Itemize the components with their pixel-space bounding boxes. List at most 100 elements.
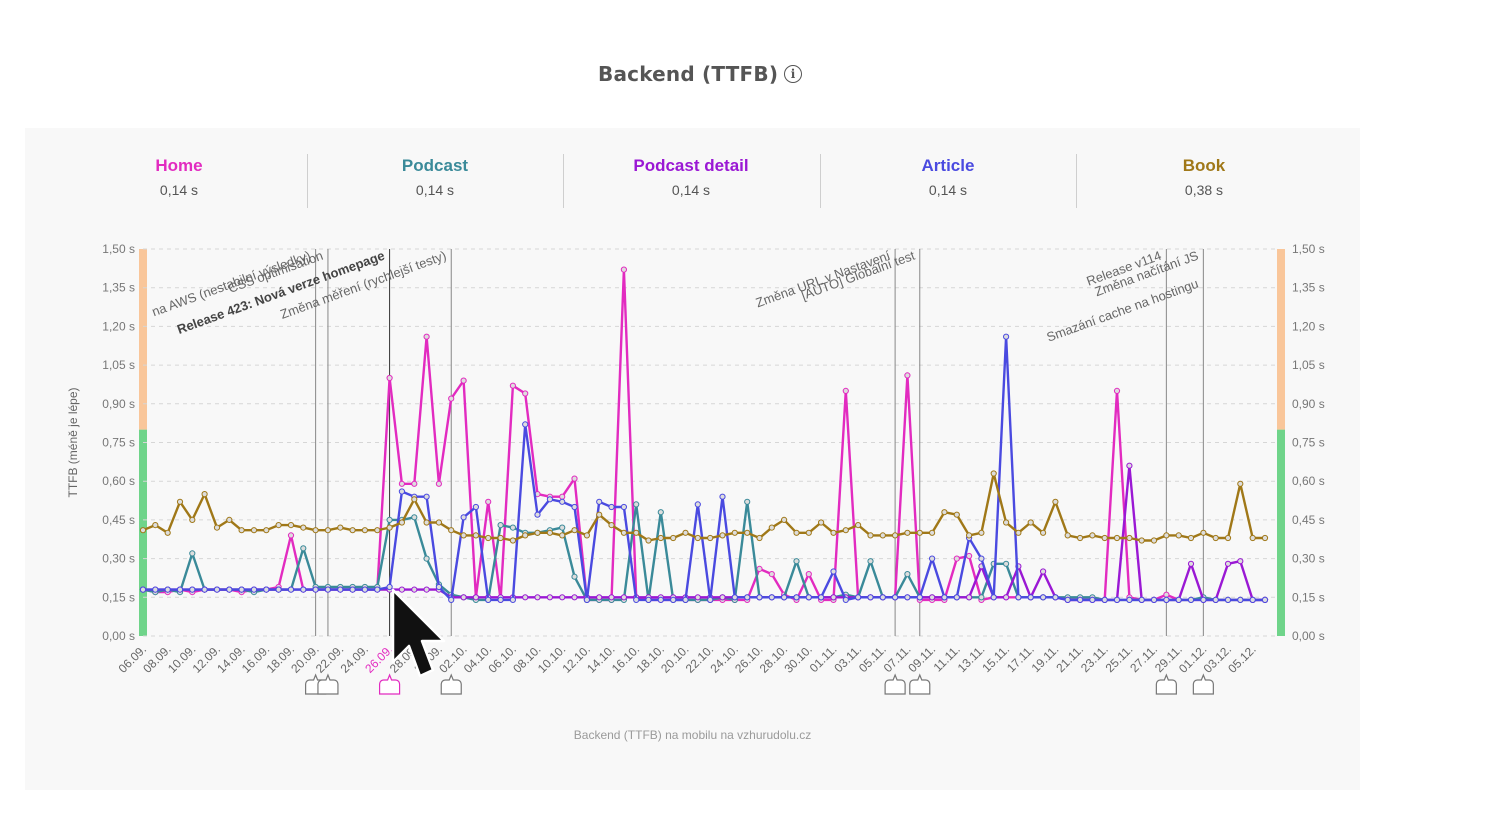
data-point [1224, 596, 1232, 603]
data-point [374, 527, 381, 534]
data-point [1101, 596, 1108, 603]
data-point [398, 586, 405, 593]
data-point [312, 586, 319, 593]
y-tick-label-left: 0,45 s [102, 513, 135, 527]
data-point [559, 493, 566, 500]
data-point [1064, 532, 1071, 539]
data-point [201, 491, 208, 498]
data-point [312, 527, 319, 534]
data-point [707, 596, 714, 603]
x-tick-label: 27.11. [1127, 642, 1160, 675]
tab-home[interactable]: Home 0,14 s [51, 156, 307, 198]
data-point [337, 524, 344, 531]
data-point [707, 534, 714, 542]
x-tick-label: 05.11. [856, 642, 889, 675]
data-point [435, 480, 442, 487]
data-point [1113, 534, 1121, 542]
x-tick-label: 09.11. [905, 642, 938, 675]
y-tick-label-left: 0,00 s [102, 629, 135, 643]
data-point [398, 488, 405, 495]
tab-value: 0,14 s [415, 182, 455, 198]
data-point [830, 594, 837, 601]
data-point [238, 586, 245, 593]
data-point [534, 529, 541, 536]
data-point [904, 529, 911, 536]
data-point [953, 555, 960, 562]
tab-book[interactable]: Book 0,38 s [1076, 156, 1332, 198]
data-point [472, 594, 479, 601]
data-point [1187, 560, 1195, 567]
tab-article[interactable]: Article 0,14 s [820, 156, 1076, 198]
data-point [300, 586, 307, 593]
data-point [682, 529, 689, 536]
data-point [596, 594, 603, 601]
data-point [879, 594, 886, 601]
data-point [1101, 534, 1108, 542]
annotation-marker-icon [378, 673, 401, 695]
data-point [164, 529, 171, 536]
data-point [522, 421, 529, 428]
data-point [855, 522, 862, 529]
page-title: Backend (TTFB) i [598, 62, 803, 86]
series-line-podcast-detail [143, 464, 1265, 602]
data-point [978, 529, 985, 536]
data-point [966, 532, 973, 539]
data-point [1163, 532, 1170, 539]
x-tick-label: 21.11. [1053, 642, 1086, 675]
data-point [768, 571, 775, 578]
data-point [571, 475, 578, 482]
data-point [1027, 519, 1034, 526]
annotation-marker-icon [440, 673, 462, 695]
data-point [1040, 594, 1047, 601]
data-point [744, 498, 751, 505]
tab-value: 0,14 s [928, 182, 968, 198]
data-point [978, 555, 985, 562]
data-point [509, 537, 516, 544]
data-point [1200, 529, 1207, 536]
data-point [1237, 480, 1244, 487]
data-point [460, 377, 467, 384]
y-tick-label-right: 1,05 s [1292, 358, 1325, 372]
x-tick-label: 07.11. [881, 642, 914, 675]
data-point [620, 594, 628, 601]
data-point [793, 558, 800, 565]
tab-podcast[interactable]: Podcast 0,14 s [307, 156, 563, 198]
data-point [1224, 534, 1232, 542]
data-point [250, 586, 258, 593]
data-point [1237, 596, 1244, 603]
y-axis-label: TTFB (méně je lépe) [66, 387, 80, 497]
tab-label: Home [155, 156, 203, 175]
data-point [929, 529, 936, 536]
annotation-marker-icon [317, 673, 339, 695]
data-point [756, 594, 763, 601]
data-point [1187, 534, 1195, 542]
data-point [386, 516, 393, 523]
data-point [818, 519, 825, 526]
data-point [719, 532, 726, 539]
data-point [867, 594, 874, 601]
x-tick-label: 25.11. [1103, 642, 1136, 675]
data-point [1113, 596, 1121, 603]
tab-podcast-detail[interactable]: Podcast detail 0,14 s [563, 156, 819, 198]
tab-value: 0,14 s [671, 182, 711, 198]
y-tick-label-left: 0,30 s [102, 552, 135, 566]
tab-label: Podcast [401, 156, 469, 175]
data-point [1003, 519, 1010, 526]
data-point [300, 545, 307, 552]
data-point [719, 493, 726, 500]
data-point [1113, 387, 1121, 394]
data-point [1015, 529, 1022, 536]
data-point [744, 529, 751, 536]
data-point [164, 586, 171, 593]
data-point [1163, 591, 1170, 598]
y-tick-label-left: 1,35 s [102, 281, 135, 295]
data-point [929, 594, 936, 601]
data-point [139, 527, 147, 534]
data-point [559, 532, 566, 539]
data-point [929, 555, 936, 562]
info-icon[interactable]: i [784, 65, 803, 83]
data-point [522, 390, 529, 397]
data-point [1052, 498, 1059, 505]
data-point [1040, 529, 1047, 536]
data-point [756, 565, 763, 572]
